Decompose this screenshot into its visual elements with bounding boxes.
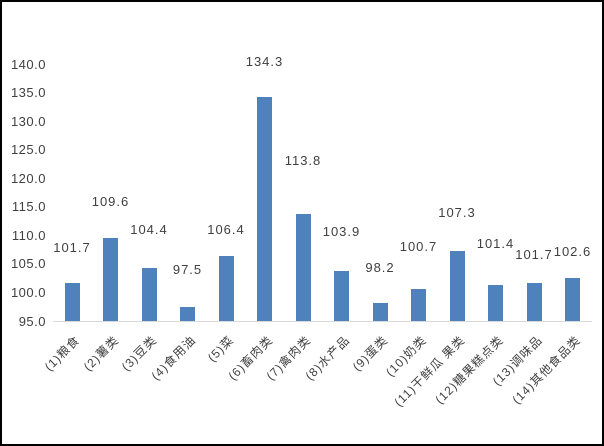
x-category-label: (2)薯类	[80, 333, 122, 374]
y-tick-label: 140.0	[10, 56, 46, 72]
x-axis-line	[53, 321, 592, 322]
bar-value-label: 101.7	[53, 240, 91, 256]
bar-value-label: 101.4	[476, 235, 515, 251]
bar-value-label: 107.3	[438, 205, 476, 221]
y-tick-label: 120.0	[10, 170, 46, 186]
bar-value-label: 104.4	[130, 221, 168, 237]
bar-value-label: 134.3	[245, 54, 284, 70]
bar-value-label: 106.4	[207, 222, 245, 238]
x-category-label: (1)粮食	[42, 333, 83, 374]
bar-value-label: 113.8	[284, 153, 322, 169]
bar	[526, 283, 542, 322]
bar-value-label: 109.6	[91, 194, 130, 210]
y-tick-label: 130.0	[10, 113, 46, 129]
bar	[141, 267, 157, 322]
bar	[449, 251, 465, 322]
y-tick-label: 135.0	[10, 85, 46, 101]
bar-value-label: 103.9	[322, 223, 361, 239]
bar	[180, 307, 195, 322]
bar	[64, 283, 80, 322]
bar	[103, 238, 118, 322]
bar	[488, 284, 503, 322]
bar	[257, 97, 272, 322]
bar	[565, 278, 580, 322]
bar	[411, 288, 426, 322]
bar	[334, 270, 349, 322]
x-category-label: (12)糖果糕点类	[432, 333, 507, 407]
bar-value-label: 102.6	[553, 244, 592, 260]
y-tick-label: 100.0	[10, 284, 46, 300]
y-tick-label: 110.0	[11, 227, 46, 243]
y-tick-label: 125.0	[10, 142, 46, 158]
y-tick-label: 95.0	[18, 313, 46, 329]
y-tick-label: 105.0	[10, 256, 46, 272]
x-category-label: (5)菜	[205, 333, 237, 365]
x-category-label: (14)其他食品类	[509, 333, 584, 407]
bar-value-label: 98.2	[365, 260, 395, 276]
bar-value-label: 100.7	[399, 238, 438, 254]
bar-value-label: 101.7	[515, 247, 553, 263]
bar-value-label: 97.5	[172, 262, 203, 278]
bar	[218, 256, 234, 322]
y-tick-label: 115.0	[11, 199, 46, 215]
bar	[372, 303, 388, 322]
bar	[295, 214, 311, 322]
